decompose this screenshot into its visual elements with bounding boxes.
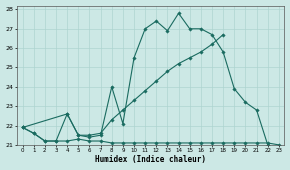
X-axis label: Humidex (Indice chaleur): Humidex (Indice chaleur)	[95, 155, 206, 164]
